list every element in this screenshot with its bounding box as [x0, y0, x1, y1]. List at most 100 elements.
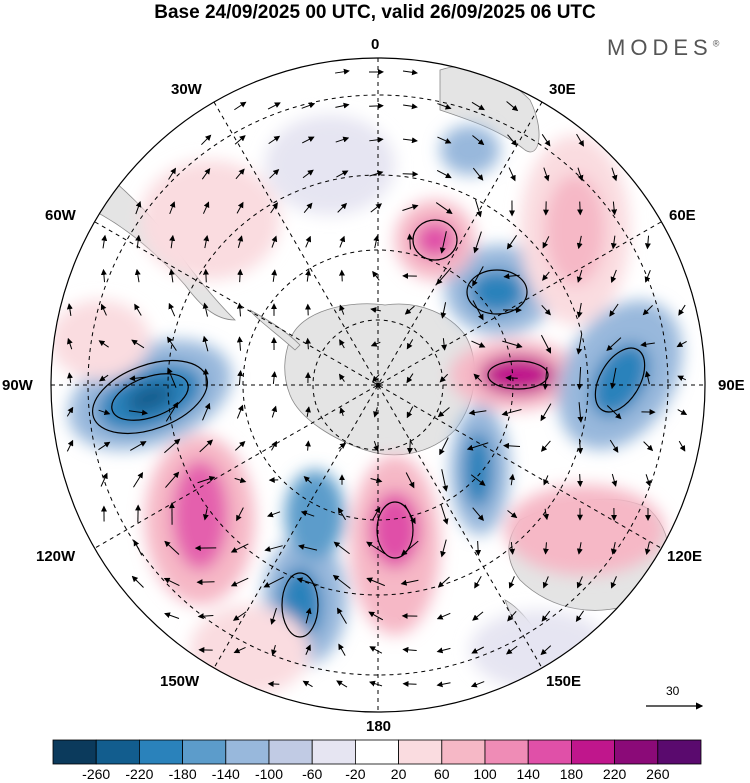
lon-label-180: 180	[366, 718, 392, 735]
registered-mark: ®	[712, 38, 720, 49]
wind-vector	[169, 201, 176, 215]
wind-vector	[271, 235, 278, 248]
wind-vector	[678, 304, 686, 316]
wind-vector	[403, 103, 418, 110]
wind-vector	[540, 403, 552, 422]
wind-vector	[338, 643, 346, 656]
wind-vector	[201, 168, 211, 180]
wind-vector	[164, 540, 180, 555]
wind-vector	[542, 271, 550, 281]
geopotential-anomaly	[51, 115, 683, 695]
map-border	[50, 57, 706, 713]
colorbar-swatch	[441, 739, 486, 765]
wind-vector	[509, 473, 516, 486]
wind-vector	[267, 102, 281, 110]
wind-vector	[642, 305, 653, 316]
wind-vector	[473, 373, 483, 383]
wind-vector	[507, 610, 517, 622]
wind-vector	[302, 136, 315, 144]
wind-vector	[406, 406, 414, 419]
wind-vector	[336, 680, 348, 688]
wind-vector	[507, 134, 518, 147]
lon-label-90e: 90E	[718, 377, 745, 394]
wind-vector	[129, 375, 146, 382]
wind-vector	[543, 508, 549, 521]
wind-vector	[305, 406, 311, 417]
wind-vector	[373, 234, 380, 249]
wind-vector	[576, 235, 583, 250]
wind-vector	[373, 407, 379, 418]
wind-vector	[339, 304, 345, 315]
wind-vector	[133, 539, 143, 556]
wind-vector	[610, 541, 617, 555]
lon-label-150w: 150W	[160, 673, 200, 690]
wind-vector	[576, 366, 583, 390]
wind-vector	[468, 409, 487, 416]
wind-vector	[406, 439, 413, 454]
colorbar-tick-label: 180	[559, 766, 584, 782]
wind-vector	[441, 338, 448, 351]
wind-vector	[339, 407, 346, 417]
wind-vector	[677, 375, 687, 382]
wind-vector	[436, 681, 451, 688]
lon-label-60e: 60E	[669, 207, 696, 224]
wind-vector	[542, 236, 550, 249]
wind-vector	[230, 577, 249, 587]
wind-vector	[370, 307, 381, 313]
wind-vector	[270, 607, 277, 625]
wind-vector	[366, 541, 386, 555]
wind-vector	[302, 169, 314, 179]
lon-label-60w: 60W	[45, 207, 76, 224]
wind-vector	[131, 575, 144, 588]
colorbar-tick-label: 100	[473, 766, 497, 782]
lon-label-0: 0	[371, 36, 380, 53]
wind-vector	[439, 437, 449, 456]
wind-vector	[611, 201, 618, 216]
wind-vector	[168, 268, 175, 283]
wind-vector	[135, 234, 142, 249]
colorbar-swatch	[95, 739, 140, 765]
colorbar-swatch	[657, 739, 702, 765]
wind-vector	[509, 542, 516, 555]
wind-vector	[305, 235, 312, 248]
colorbar-tick-label: -60	[302, 766, 323, 782]
wind-vector	[437, 136, 452, 144]
wind-vector	[66, 406, 74, 417]
wind-vector	[236, 336, 243, 351]
wind-vector	[437, 103, 452, 110]
wind-vector	[472, 167, 484, 181]
wind-vector	[508, 576, 515, 589]
wind-vector	[473, 231, 482, 254]
wind-vector	[271, 440, 277, 451]
wind-vector	[405, 472, 415, 489]
colorbar-tick-label: -140	[211, 766, 240, 782]
wind-vector	[169, 234, 176, 249]
wind-vector	[369, 170, 384, 177]
wind-vector	[471, 340, 486, 348]
wind-vector	[201, 134, 212, 146]
colorbar-tick-label: 20	[390, 766, 407, 782]
wind-vectors	[66, 68, 688, 688]
colorbar-swatch	[484, 739, 529, 765]
wind-vector	[333, 541, 350, 555]
colorbar-swatch	[268, 739, 313, 765]
wind-vector	[234, 477, 247, 484]
wind-vector	[576, 302, 583, 318]
brand-logo: MODES®	[607, 35, 719, 61]
wind-vector	[400, 579, 419, 586]
colorbar-tick-label: -260	[82, 766, 111, 782]
wind-vector	[542, 576, 549, 589]
wind-vector	[576, 576, 583, 589]
wind-vector	[235, 168, 245, 180]
wind-vector	[197, 613, 214, 620]
wind-vector	[543, 167, 550, 182]
wind-vector	[168, 167, 176, 180]
lon-label-30w: 30W	[171, 81, 202, 98]
wind-vector	[401, 540, 419, 556]
wind-vector	[474, 576, 482, 589]
wind-vector	[337, 507, 347, 521]
wind-vector	[264, 545, 283, 552]
wind-vector	[369, 680, 383, 687]
wind-vector	[678, 440, 686, 452]
wind-vector	[296, 577, 319, 586]
